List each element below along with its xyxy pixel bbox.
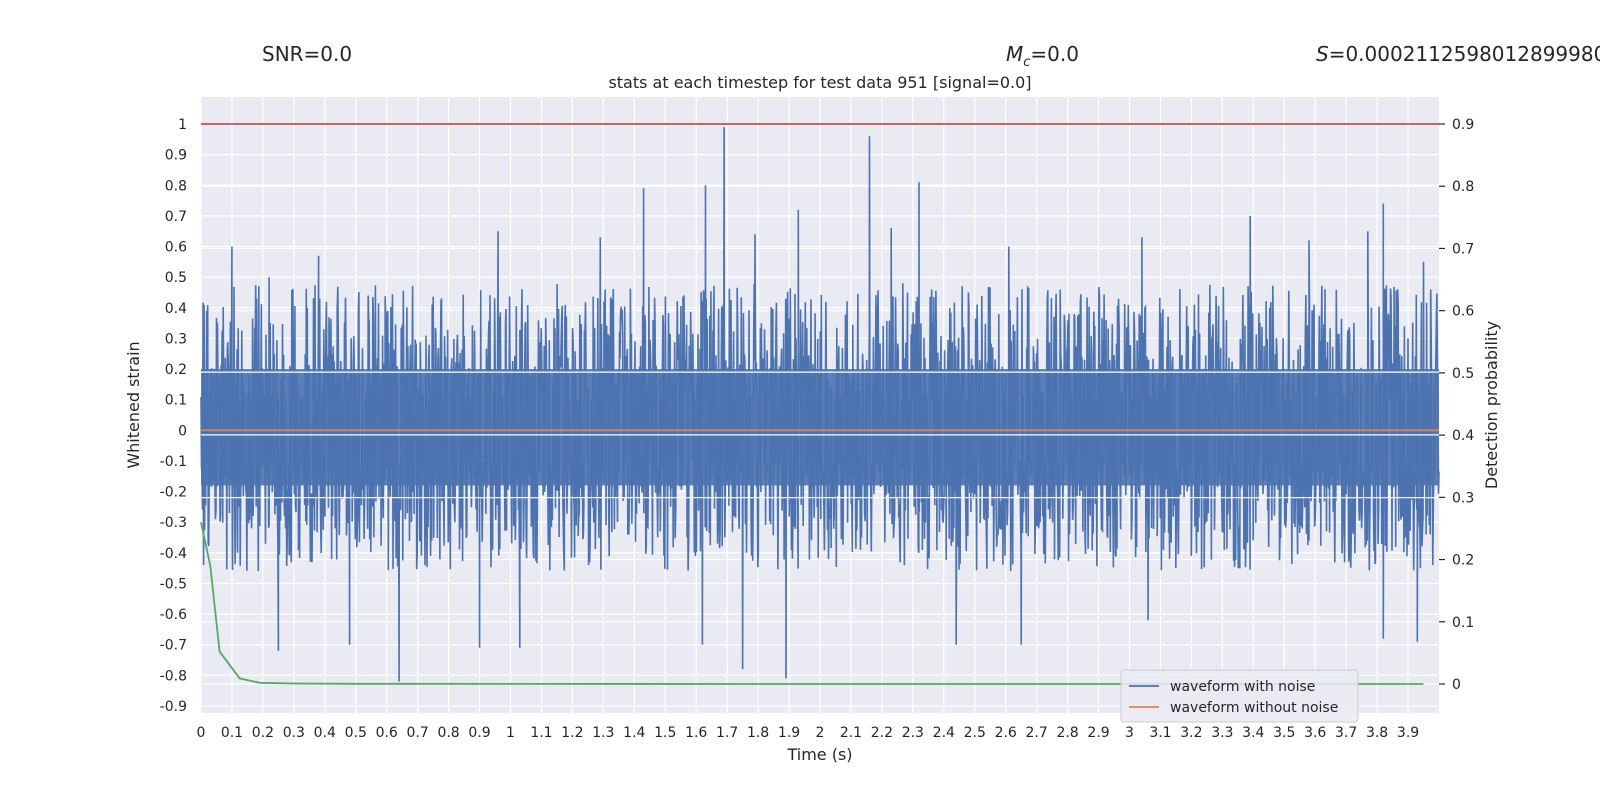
y-tick-label: 0.5 [165, 270, 187, 286]
y-tick-label: 0.1 [165, 393, 187, 409]
x-tick-label: 1 [506, 725, 515, 741]
x-tick-label: 1.2 [561, 725, 583, 741]
x-tick-label: 1.7 [716, 725, 738, 741]
x-tick-label: 2.9 [1087, 725, 1109, 741]
y-tick-label: -0.5 [160, 576, 187, 592]
x-tick-label: 2.6 [995, 725, 1017, 741]
x-tick-label: 0.4 [314, 725, 336, 741]
x-tick-label: 1.6 [685, 725, 707, 741]
x-tick-label: 1.1 [530, 725, 552, 741]
y-tick-label: 0.4 [165, 301, 187, 317]
y2-tick-label: 0.5 [1452, 366, 1474, 382]
x-tick-label: 1.3 [592, 725, 614, 741]
chirp-mass-subscript: c [1023, 55, 1031, 70]
x-axis-label: Time (s) [786, 745, 852, 764]
y-tick-label: 0.7 [165, 209, 187, 225]
x-tick-label: 2.1 [840, 725, 862, 741]
chirp-mass-symbol: M [1006, 42, 1024, 66]
x-tick-label: 3.8 [1366, 725, 1388, 741]
chirp-mass-label: Mc=0.0 [1006, 42, 1079, 75]
y-tick-label: 0.9 [165, 148, 187, 164]
y2-tick-label: 0.4 [1452, 428, 1474, 444]
y2-tick-label: 0.1 [1452, 615, 1474, 631]
x-tick-label: 3 [1125, 725, 1134, 741]
y-tick-label: 0.6 [165, 240, 187, 256]
x-tick-label: 0.3 [283, 725, 305, 741]
y-tick-label: -0.1 [160, 454, 187, 470]
x-tick-label: 2.7 [1026, 725, 1048, 741]
score-value: =0.00021125980128999800 [1328, 42, 1600, 66]
y2-tick-label: 0.7 [1452, 241, 1474, 257]
x-tick-label: 3.6 [1304, 725, 1326, 741]
x-tick-label: 1.8 [747, 725, 769, 741]
y2-tick-label: 0.9 [1452, 117, 1474, 133]
x-tick-label: 0 [197, 725, 206, 741]
legend-label-clean: waveform without noise [1170, 700, 1338, 716]
x-tick-label: 0.1 [221, 725, 243, 741]
x-tick-label: 0.6 [376, 725, 398, 741]
x-tick-label: 1.4 [623, 725, 645, 741]
y2-tick-label: 0.3 [1452, 490, 1474, 506]
y-axis-label: Whitened strain [124, 341, 143, 468]
y-tick-label: 0 [178, 423, 187, 439]
legend-label-noisy: waveform with noise [1170, 679, 1315, 695]
x-tick-label: 0.8 [437, 725, 459, 741]
x-tick-label: 2.4 [933, 725, 955, 741]
x-tick-label: 1.9 [778, 725, 800, 741]
x-tick-label: 3.5 [1273, 725, 1295, 741]
x-tick-label: 2.2 [871, 725, 893, 741]
y-tick-label: 0.2 [165, 362, 187, 378]
score-symbol: S [1316, 42, 1329, 66]
x-tick-label: 3.3 [1211, 725, 1233, 741]
x-tick-label: 3.7 [1335, 725, 1357, 741]
x-tick-label: 0.5 [345, 725, 367, 741]
score-label: S=0.00021125980128999800 [1316, 42, 1600, 66]
y-tick-label: -0.2 [160, 485, 187, 501]
y2-tick-label: 0.6 [1452, 304, 1474, 320]
x-tick-label: 2.8 [1056, 725, 1078, 741]
x-tick-label: 3.1 [1149, 725, 1171, 741]
y-tick-label: 1 [178, 117, 187, 133]
x-tick-label: 0.2 [252, 725, 274, 741]
y2-tick-label: 0.2 [1452, 553, 1474, 569]
x-tick-label: 0.7 [407, 725, 429, 741]
x-tick-label: 2.3 [902, 725, 924, 741]
y-tick-label: 0.3 [165, 331, 187, 347]
x-tick-label: 3.9 [1397, 725, 1419, 741]
x-tick-label: 0.9 [468, 725, 490, 741]
noisy-waveform-core [201, 369, 1439, 486]
y-tick-label: -0.8 [160, 668, 187, 684]
y-tick-label: -0.9 [160, 699, 187, 715]
y-tick-label: -0.4 [160, 546, 187, 562]
y-tick-label: -0.7 [160, 638, 187, 654]
legend-box [1120, 669, 1359, 723]
y2-axis-label: Detection probability [1482, 321, 1501, 489]
x-tick-label: 3.4 [1242, 725, 1264, 741]
probability-line [200, 522, 1424, 685]
y-tick-label: -0.3 [160, 515, 187, 531]
y-tick-label: -0.6 [160, 607, 187, 623]
y2-tick-label: 0.8 [1452, 179, 1474, 195]
chart-title: stats at each timestep for test data 951… [608, 73, 1031, 92]
y-tick-label: 0.8 [165, 178, 187, 194]
x-tick-label: 3.2 [1180, 725, 1202, 741]
x-tick-label: 2.5 [964, 725, 986, 741]
x-tick-label: 2 [816, 725, 825, 741]
snr-label: SNR=0.0 [262, 42, 353, 66]
x-tick-label: 1.5 [654, 725, 676, 741]
chirp-mass-value: =0.0 [1030, 42, 1079, 66]
y2-tick-label: 0 [1452, 677, 1461, 693]
